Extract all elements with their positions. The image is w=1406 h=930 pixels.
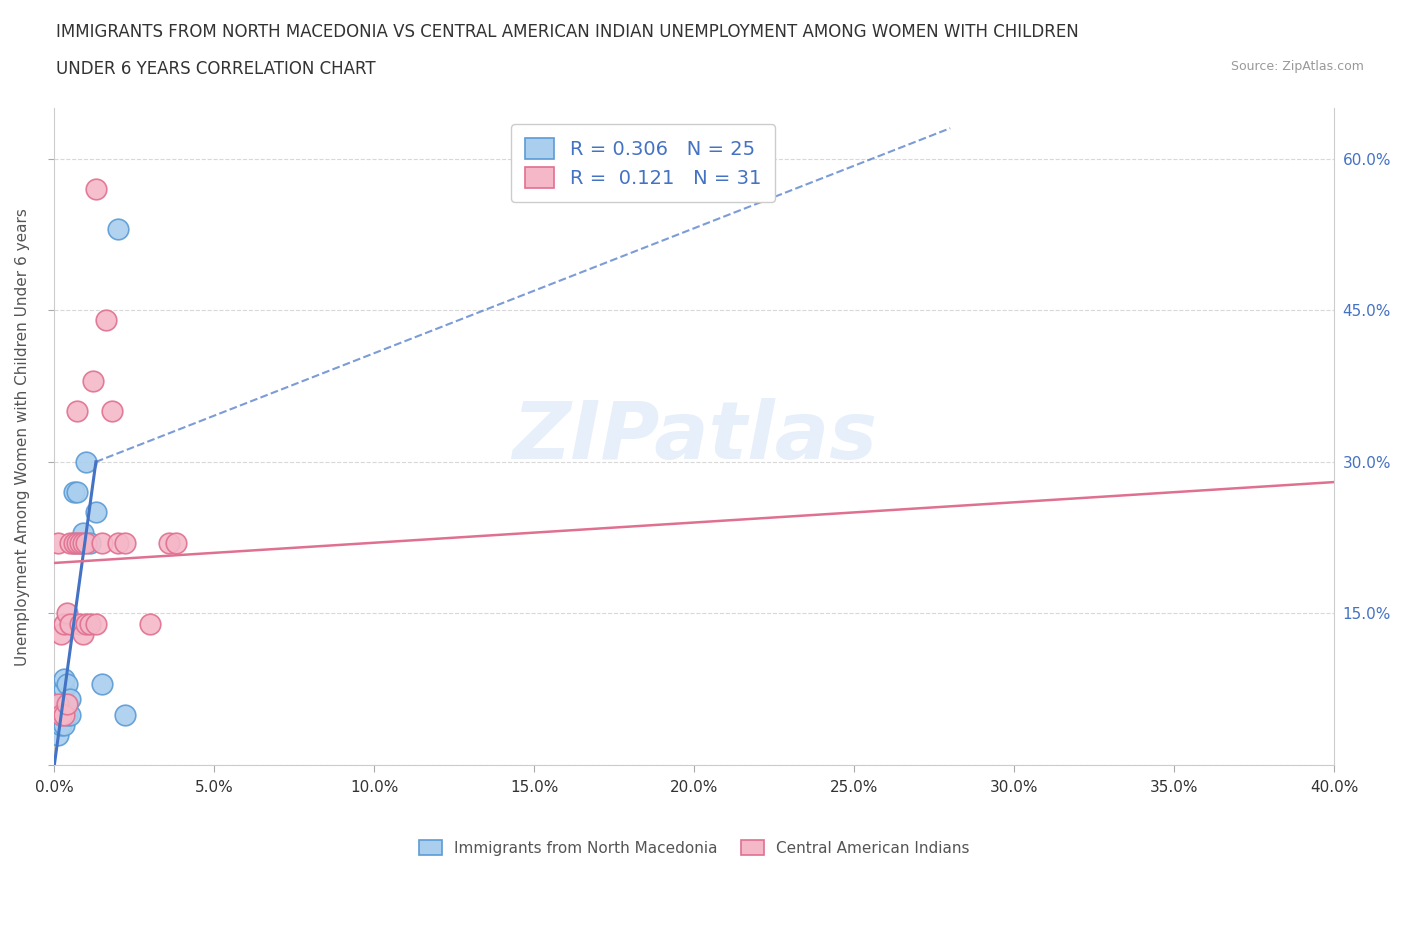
Point — [56, 606, 79, 621]
Point — [84, 617, 107, 631]
Point — [56, 698, 79, 712]
Point — [49, 707, 72, 722]
Point — [165, 536, 187, 551]
Legend: Immigrants from North Macedonia, Central American Indians: Immigrants from North Macedonia, Central… — [412, 832, 977, 863]
Point — [69, 536, 91, 551]
Point — [114, 536, 136, 551]
Point — [62, 536, 84, 551]
Point — [59, 536, 82, 551]
Y-axis label: Unemployment Among Women with Children Under 6 years: Unemployment Among Women with Children U… — [15, 207, 30, 666]
Point — [49, 717, 72, 732]
Point — [91, 677, 114, 692]
Point — [52, 671, 75, 686]
Point — [139, 617, 162, 631]
Point — [49, 626, 72, 641]
Point — [114, 707, 136, 722]
Point — [59, 692, 82, 707]
Point — [66, 536, 89, 551]
Point — [159, 536, 181, 551]
Point — [49, 702, 72, 717]
Point — [56, 698, 79, 712]
Point — [52, 702, 75, 717]
Point — [75, 617, 97, 631]
Text: IMMIGRANTS FROM NORTH MACEDONIA VS CENTRAL AMERICAN INDIAN UNEMPLOYMENT AMONG WO: IMMIGRANTS FROM NORTH MACEDONIA VS CENTR… — [56, 23, 1078, 41]
Point — [59, 707, 82, 722]
Text: ZIPatlas: ZIPatlas — [512, 397, 877, 475]
Point — [46, 707, 69, 722]
Point — [56, 707, 79, 722]
Point — [91, 536, 114, 551]
Point — [84, 505, 107, 520]
Point — [75, 536, 97, 551]
Point — [72, 525, 94, 540]
Point — [94, 312, 117, 327]
Point — [52, 707, 75, 722]
Point — [52, 617, 75, 631]
Point — [79, 617, 101, 631]
Point — [46, 727, 69, 742]
Point — [56, 677, 79, 692]
Point — [75, 455, 97, 470]
Point — [66, 485, 89, 499]
Point — [66, 404, 89, 418]
Point — [72, 536, 94, 551]
Point — [79, 536, 101, 551]
Point — [82, 374, 104, 389]
Point — [62, 536, 84, 551]
Text: UNDER 6 YEARS CORRELATION CHART: UNDER 6 YEARS CORRELATION CHART — [56, 60, 375, 78]
Point — [101, 404, 124, 418]
Point — [49, 698, 72, 712]
Point — [59, 617, 82, 631]
Point — [69, 536, 91, 551]
Point — [72, 626, 94, 641]
Point — [84, 181, 107, 196]
Point — [52, 717, 75, 732]
Point — [46, 698, 69, 712]
Text: Source: ZipAtlas.com: Source: ZipAtlas.com — [1230, 60, 1364, 73]
Point — [62, 485, 84, 499]
Point — [52, 682, 75, 697]
Point — [69, 617, 91, 631]
Point — [107, 536, 129, 551]
Point — [46, 536, 69, 551]
Point — [107, 222, 129, 237]
